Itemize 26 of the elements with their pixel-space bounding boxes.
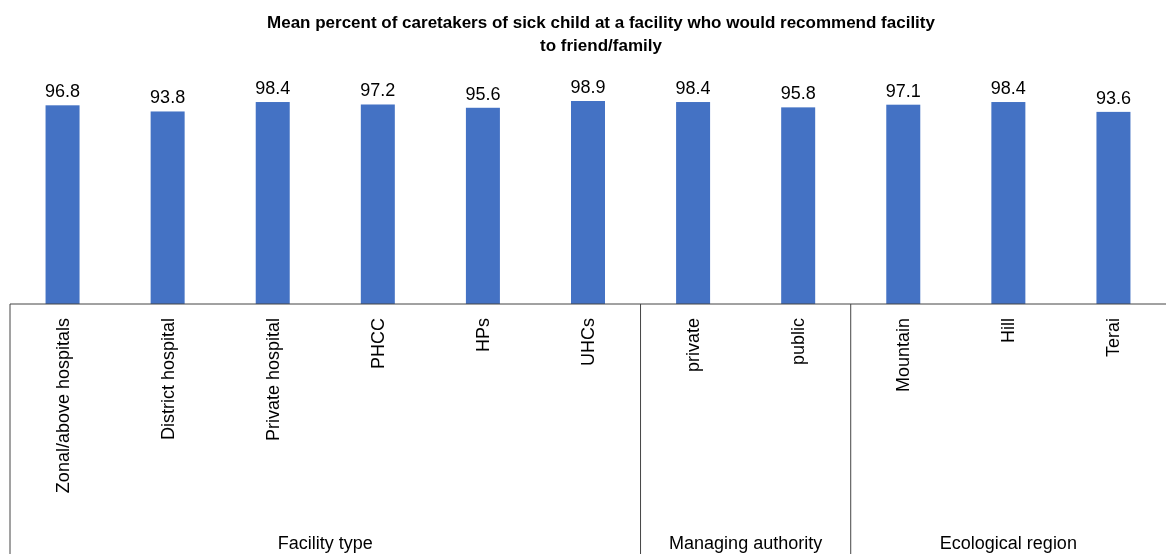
chart-title: Mean percent of caretakers of sick child at a facility who would recommend facility to friend/family xyxy=(267,13,936,55)
x-tick-label: Private hospital xyxy=(262,318,283,442)
x-tick-label: public xyxy=(788,318,809,366)
text: Managing authority xyxy=(669,533,823,553)
text: Facility type xyxy=(277,533,373,553)
data-label: 93.8 xyxy=(150,87,186,108)
data-label: 98.4 xyxy=(255,78,291,99)
data-label: 97.1 xyxy=(885,80,921,101)
x-tick-label: PHCC xyxy=(367,318,388,370)
x-tick-label: private xyxy=(683,318,704,373)
data-label: 97.2 xyxy=(360,80,396,101)
data-label: 95.8 xyxy=(780,83,816,104)
data-label: 98.9 xyxy=(570,77,606,97)
x-tick-label: Hill xyxy=(998,318,1019,343)
data-label: 93.6 xyxy=(1095,87,1131,108)
data-label: 98.4 xyxy=(675,78,711,99)
x-tick-label: HPs xyxy=(472,318,493,353)
data-label: 96.8 xyxy=(45,81,81,102)
data-label: 98.4 xyxy=(990,78,1026,99)
text: Ecological region xyxy=(939,533,1077,553)
x-tick-label: UHCs xyxy=(578,318,598,366)
x-tick-label: Terai xyxy=(1103,318,1124,358)
x-tick-label: Mountain xyxy=(893,318,914,393)
x-tick-label: Zonal/above hospitals xyxy=(52,318,73,494)
x-tick-label: District hospital xyxy=(157,318,178,441)
data-label: 95.6 xyxy=(465,83,501,104)
